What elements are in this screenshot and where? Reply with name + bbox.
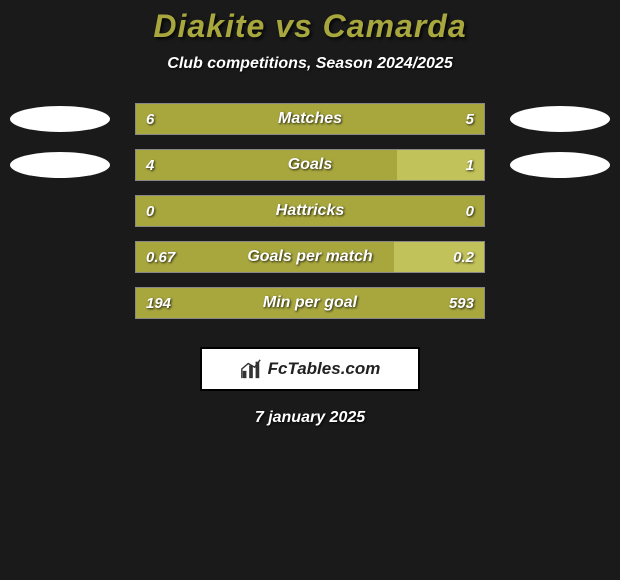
stat-left-value: 0.67 [146, 249, 175, 266]
bar-segment-right: 5 [466, 104, 484, 134]
comparison-infographic: Diakite vs Camarda Club competitions, Se… [0, 0, 620, 427]
bar-segment-right: 0 [466, 196, 484, 226]
stat-bar: 0 0 Hattricks [135, 195, 485, 227]
stat-bar: 0.67 0.2 Goals per match [135, 241, 485, 273]
stat-bar: 6 5 Matches [135, 103, 485, 135]
date-label: 7 january 2025 [255, 409, 365, 427]
bar-segment-right: 1 [397, 150, 484, 180]
bar-chart-icon [240, 358, 262, 380]
stat-right-value: 593 [449, 295, 474, 312]
stat-left-value: 194 [146, 295, 171, 312]
subtitle: Club competitions, Season 2024/2025 [167, 55, 452, 73]
player-badge-left [10, 152, 110, 178]
branding-text: FcTables.com [268, 359, 381, 379]
player-badge-right [510, 106, 610, 132]
stat-right-value: 0.2 [453, 249, 474, 266]
branding-badge: FcTables.com [200, 347, 420, 391]
stat-label: Min per goal [263, 294, 357, 312]
page-title: Diakite vs Camarda [153, 8, 466, 45]
stat-label: Matches [278, 110, 342, 128]
stat-right-value: 5 [466, 111, 474, 128]
stat-row: 6 5 Matches [0, 103, 620, 135]
stat-label: Goals per match [247, 248, 372, 266]
player-badge-right [510, 152, 610, 178]
stat-label: Hattricks [276, 202, 344, 220]
stat-left-value: 4 [146, 157, 154, 174]
stat-left-value: 0 [146, 203, 154, 220]
bar-segment-right: 593 [449, 288, 484, 318]
player-badge-left [10, 106, 110, 132]
stat-right-value: 1 [466, 157, 474, 174]
bar-segment-right: 0.2 [394, 242, 484, 272]
stat-label: Goals [288, 156, 332, 174]
stat-bar: 194 593 Min per goal [135, 287, 485, 319]
stat-row: 0 0 Hattricks [0, 195, 620, 227]
stat-right-value: 0 [466, 203, 474, 220]
stat-row: 0.67 0.2 Goals per match [0, 241, 620, 273]
comparison-rows: 6 5 Matches 4 1 Goals 0 0 Hattricks 0.67 0.2 Goals … [0, 103, 620, 319]
stat-bar: 4 1 Goals [135, 149, 485, 181]
stat-row: 4 1 Goals [0, 149, 620, 181]
stat-row: 194 593 Min per goal [0, 287, 620, 319]
bar-segment-left: 4 [136, 150, 397, 180]
stat-left-value: 6 [146, 111, 154, 128]
